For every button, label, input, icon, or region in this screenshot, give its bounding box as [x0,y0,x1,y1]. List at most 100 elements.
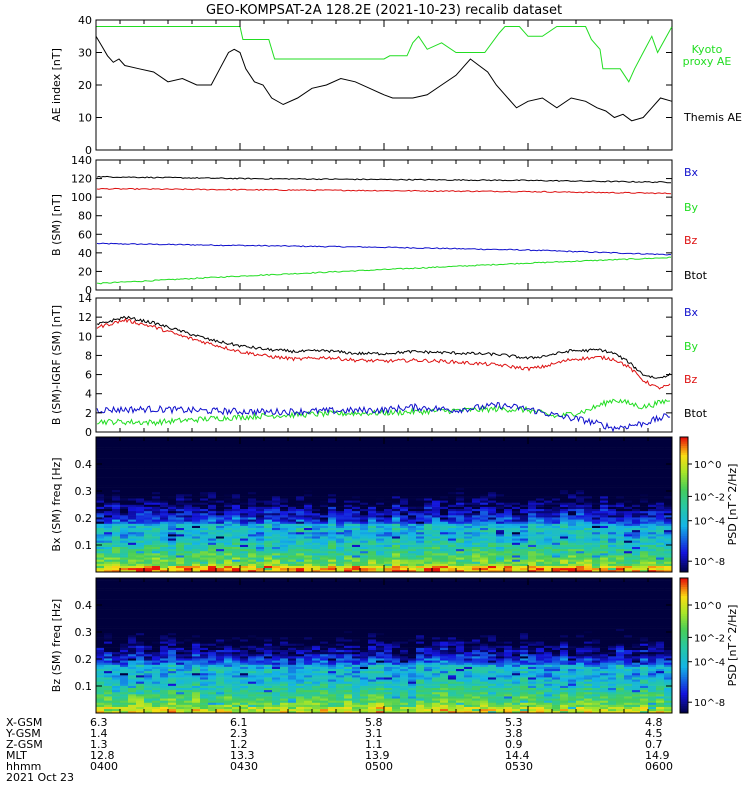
spectrogram-cell [624,502,633,505]
spectrogram-cell [360,512,369,516]
spectrogram-cell [664,506,673,510]
spectrogram-cell [320,548,329,552]
spectrogram-cell [384,458,393,461]
spectrogram-cell [248,540,257,543]
spectrogram-cell [584,483,593,486]
spectrogram-cell [248,502,257,505]
spectrogram-cell [408,451,417,455]
spectrogram-cell [120,521,129,524]
spectrogram-cell [128,531,137,535]
spectrogram-cell [424,453,433,457]
spectrogram-cell [648,483,657,486]
spectrogram-cell [352,458,361,461]
spectrogram-cell [176,439,185,442]
spectrogram-cell [360,569,369,573]
spectrogram-cell [560,536,569,539]
spectrogram-cell [120,527,129,531]
spectrogram-cell [224,479,233,482]
spectrogram-cell [664,548,673,552]
spectrogram-cell [120,510,129,514]
spectrogram-cell [496,540,505,543]
spectrogram-cell [144,521,153,524]
spectrogram-cell [376,470,385,474]
spectrogram-cell [168,453,177,457]
spectrogram-cell [200,561,209,564]
spectrogram-cell [496,517,505,520]
spectrogram-cell [512,557,521,560]
spectrogram-cell [640,453,649,457]
spectrogram-cell [464,536,473,539]
spectrogram-cell [584,569,593,573]
spectrogram-cell [416,504,425,507]
spectrogram-cell [480,506,489,510]
spectrogram-cell [400,462,409,465]
spectrogram-cell [152,500,161,503]
spectrogram-cell [464,500,473,503]
spectrogram-cell [504,451,513,455]
spectrogram-cell [304,491,313,495]
spectrogram-cell [224,515,233,518]
spectrogram-cell [392,523,401,526]
spectrogram-cell [624,553,633,556]
legend-by: By [684,201,699,214]
spectrogram-cell [344,455,353,459]
spectrogram-cell [600,485,609,488]
spectrogram-cell [168,474,177,478]
spectrogram-cell [232,496,241,499]
spectrogram-cell [392,453,401,457]
spectrogram-cell [424,493,433,497]
spectrogram-cell [384,479,393,482]
spectrogram-cell [520,441,529,444]
spectrogram-cell [560,529,569,533]
spectrogram-cell [200,510,209,514]
spectrogram-cell [600,487,609,491]
spectrogram-cell [640,527,649,531]
spectrogram-cell [656,453,665,457]
spectrogram-cell [608,474,617,478]
spectrogram-cell [392,439,401,442]
y-tick-label: 10 [78,330,92,343]
spectrogram-cell [168,472,177,476]
spectrogram-cell [232,538,241,541]
spectrogram-cell [224,553,233,556]
spectrogram-cell [264,483,273,486]
spectrogram-cell [504,443,513,446]
spectrogram-cell [528,565,537,569]
spectrogram-cell [336,472,345,476]
y-tick-label: 0.3 [75,485,93,498]
spectrogram-cell [568,544,577,547]
spectrogram-cell [376,474,385,478]
spectrogram-cell [184,445,193,448]
spectrogram-cell [560,521,569,524]
spectrogram-cell [616,550,625,554]
spectrogram-cell [168,483,177,486]
spectrogram-cell [208,466,217,469]
spectrogram-cell [248,451,257,455]
spectrogram-cell [400,498,409,501]
spectrogram-cell [440,439,449,442]
spectrogram-cell [336,504,345,507]
spectrogram-cell [624,489,633,493]
spectrogram-cell [632,493,641,497]
spectrogram-cell [624,449,633,453]
spectrogram-cell [448,567,457,571]
spectrogram-cell [224,519,233,522]
spectrogram-cell [288,443,297,446]
spectrogram-cell [408,500,417,503]
spectrogram-cell [408,468,417,472]
spectrogram-cell [528,563,537,566]
spectrogram-cell [400,519,409,522]
spectrogram-cell [408,508,417,512]
spectrogram-cell [120,451,129,455]
spectrogram-cell [384,498,393,501]
spectrogram-cell [504,548,513,552]
spectrogram-cell [344,472,353,476]
spectrogram-cell [552,453,561,457]
spectrogram-cell [576,439,585,442]
spectrogram-cell [448,546,457,550]
spectrogram-cell [560,550,569,554]
spectrogram-cell [168,559,177,562]
spectrogram-cell [472,493,481,497]
spectrogram-cell [256,521,265,524]
spectrogram-cell [192,508,201,512]
